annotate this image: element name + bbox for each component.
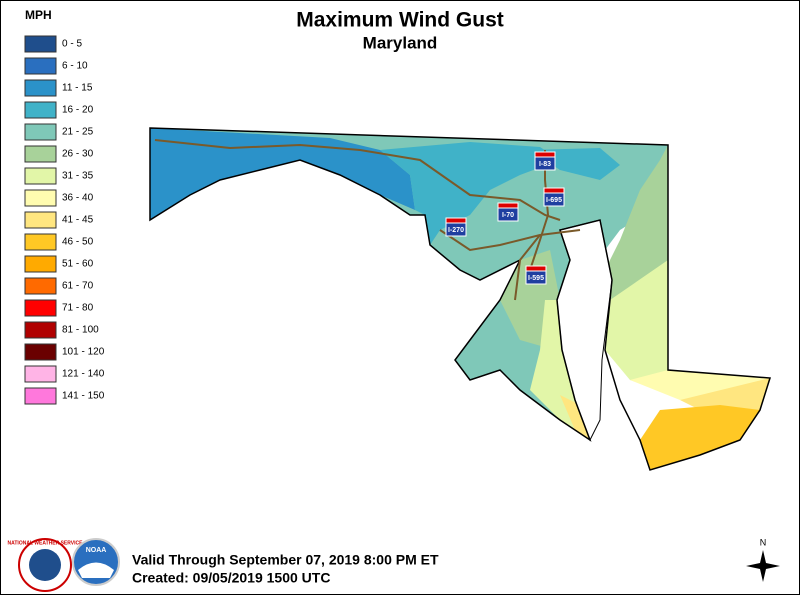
legend-label: 6 - 10 bbox=[62, 61, 88, 72]
legend-label: 21 - 25 bbox=[62, 127, 94, 138]
legend-label: 61 - 70 bbox=[62, 281, 94, 292]
noaa-bird bbox=[78, 562, 114, 578]
state-outline bbox=[149, 127, 771, 471]
valid-text: Valid Through September 07, 2019 8:00 PM… bbox=[132, 552, 439, 568]
legend-title: MPH bbox=[25, 8, 52, 22]
noaa-logo: NOAA bbox=[72, 538, 120, 586]
legend-label: 41 - 45 bbox=[62, 215, 94, 226]
legend-swatch bbox=[24, 123, 57, 141]
legend-label: 141 - 150 bbox=[62, 391, 105, 402]
legend-label: 31 - 35 bbox=[62, 171, 94, 182]
legend-swatch bbox=[24, 233, 57, 251]
legend-label: 101 - 120 bbox=[62, 347, 105, 358]
map-title: Maximum Wind Gust bbox=[296, 9, 504, 32]
map-subtitle: Maryland bbox=[363, 33, 438, 52]
legend-swatch bbox=[24, 211, 57, 229]
legend-swatch bbox=[24, 145, 57, 163]
legend-label: 121 - 140 bbox=[62, 369, 105, 380]
compass-n: N bbox=[760, 537, 767, 547]
legend-swatch bbox=[24, 277, 57, 295]
shield-body bbox=[445, 222, 467, 237]
wind-region bbox=[150, 128, 415, 220]
shield-body bbox=[534, 156, 556, 171]
shield-label: I-83 bbox=[539, 161, 551, 168]
legend-swatch bbox=[24, 189, 57, 207]
shield-top bbox=[543, 187, 565, 194]
wind-region bbox=[380, 142, 560, 245]
nws-logo: NATIONAL WEATHER SERVICE bbox=[8, 538, 84, 592]
legend-swatch bbox=[24, 387, 57, 405]
legend-swatch bbox=[24, 343, 57, 361]
road bbox=[514, 234, 541, 301]
created-text: Created: 09/05/2019 1500 UTC bbox=[132, 570, 330, 586]
shields: I-83 I-695 I-70 I-270 I-595 bbox=[445, 151, 565, 285]
legend-label: 81 - 100 bbox=[62, 325, 99, 336]
wind-region bbox=[640, 405, 760, 470]
legend-swatch bbox=[24, 57, 57, 75]
shield-label: I-695 bbox=[546, 197, 562, 204]
legend-label: 26 - 30 bbox=[62, 149, 94, 160]
nws-text: NATIONAL WEATHER SERVICE bbox=[8, 540, 84, 546]
legend-swatch bbox=[24, 255, 57, 273]
shield-body bbox=[543, 192, 565, 207]
legend-swatch bbox=[24, 321, 57, 339]
legend-swatch bbox=[24, 365, 57, 383]
shield-body bbox=[525, 270, 547, 285]
wind-region bbox=[560, 395, 590, 440]
legend-swatch bbox=[24, 35, 57, 53]
shield-top bbox=[445, 217, 467, 224]
legend-label: 46 - 50 bbox=[62, 237, 94, 248]
legend-label: 71 - 80 bbox=[62, 303, 94, 314]
legend-swatch bbox=[24, 79, 57, 97]
legend-swatch bbox=[24, 299, 57, 317]
shield-label: I-70 bbox=[502, 212, 514, 219]
map bbox=[149, 127, 771, 471]
compass-star bbox=[746, 550, 780, 582]
shield-top bbox=[525, 265, 547, 272]
shield-top bbox=[497, 202, 519, 209]
legend-swatch bbox=[24, 167, 57, 185]
legend-swatch bbox=[24, 101, 57, 119]
legend-label: 16 - 20 bbox=[62, 105, 94, 116]
shield-body bbox=[497, 207, 519, 222]
shield-top bbox=[534, 151, 556, 158]
road bbox=[439, 229, 581, 252]
shield-label: I-270 bbox=[448, 227, 464, 234]
noaa-text: NOAA bbox=[86, 547, 107, 554]
roads bbox=[154, 139, 581, 301]
road bbox=[154, 139, 561, 221]
legend-label: 0 - 5 bbox=[62, 39, 82, 50]
compass: N bbox=[746, 537, 780, 582]
shield-label: I-595 bbox=[528, 275, 544, 282]
legend-label: 51 - 60 bbox=[62, 259, 94, 270]
legend-label: 11 - 15 bbox=[62, 83, 93, 94]
nws-center bbox=[29, 549, 61, 581]
wind-region bbox=[605, 260, 700, 390]
legend-label: 36 - 40 bbox=[62, 193, 94, 204]
